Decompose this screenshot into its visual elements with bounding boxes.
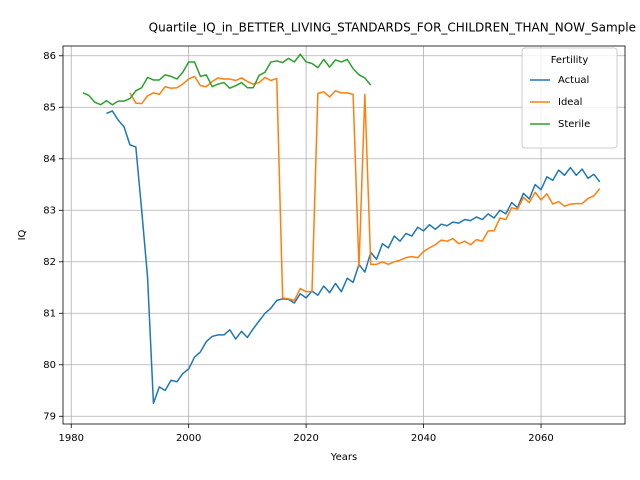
- y-tick-label: 86: [43, 51, 56, 62]
- y-tick-label: 85: [43, 102, 56, 113]
- legend-label: Actual: [558, 75, 589, 86]
- y-tick-label: 82: [43, 257, 56, 268]
- legend-label: Ideal: [558, 97, 582, 108]
- legend-title: Fertility: [551, 55, 589, 66]
- y-tick-label: 84: [43, 154, 56, 165]
- y-axis-label: IQ: [17, 229, 28, 240]
- series-line: [129, 75, 601, 302]
- chart-title: Quartile_IQ_in_BETTER_LIVING_STANDARDS_F…: [149, 21, 636, 35]
- x-tick-label: 2000: [176, 433, 201, 444]
- legend-box: [521, 47, 618, 149]
- y-tick-label: 83: [43, 205, 56, 216]
- x-tick-label: 2040: [411, 433, 436, 444]
- x-tick-label: 1980: [58, 433, 83, 444]
- y-tick-label: 81: [43, 308, 56, 319]
- x-axis-label: Years: [330, 452, 357, 463]
- y-tick-label: 79: [43, 411, 56, 422]
- x-tick-label: 2020: [293, 433, 318, 444]
- plot-frame: [62, 45, 626, 425]
- x-tick-label: 2060: [528, 433, 553, 444]
- legend-label: Sterile: [558, 119, 590, 130]
- y-tick-label: 80: [43, 360, 56, 371]
- series-line: [82, 53, 372, 106]
